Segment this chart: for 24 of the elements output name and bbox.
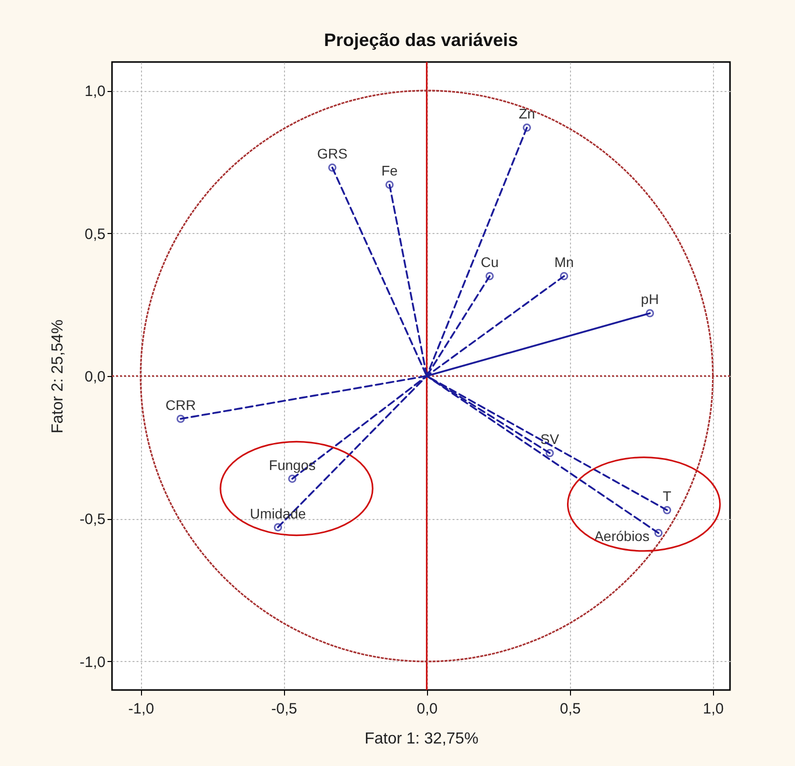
series-label: Umidade (250, 505, 306, 522)
series-label: SV (540, 431, 560, 448)
series-label: Zn (518, 106, 536, 122)
series-label: Mn (554, 254, 574, 270)
x-tick-label: 0,0 (416, 700, 438, 718)
y-tick-label: -0,5 (80, 511, 106, 528)
series-label: pH (640, 291, 659, 308)
x-tick-label: -1,0 (128, 700, 154, 718)
y-axis-title: Fator 2: 25,54% (50, 320, 67, 434)
y-tick-label: 0,0 (84, 368, 106, 386)
y-tick-label: -1,0 (80, 654, 106, 671)
x-tick-label: 1,0 (702, 700, 724, 718)
x-tick-label: 0,5 (560, 700, 581, 718)
y-tick-label: 0,5 (84, 226, 106, 243)
series-label: CRR (165, 396, 196, 413)
x-axis-title: Fator 1: 32,75% (364, 730, 478, 748)
series-label: T (662, 488, 672, 504)
y-tick-label: 1,0 (84, 83, 106, 100)
series-label: GRS (317, 146, 348, 162)
chart-title: Projeção das variáveis (324, 30, 518, 50)
series-label: Cu (480, 254, 499, 270)
series-label: Fe (381, 162, 398, 179)
series-label: Aeróbios (594, 528, 650, 544)
x-tick-label: -0,5 (271, 700, 298, 718)
